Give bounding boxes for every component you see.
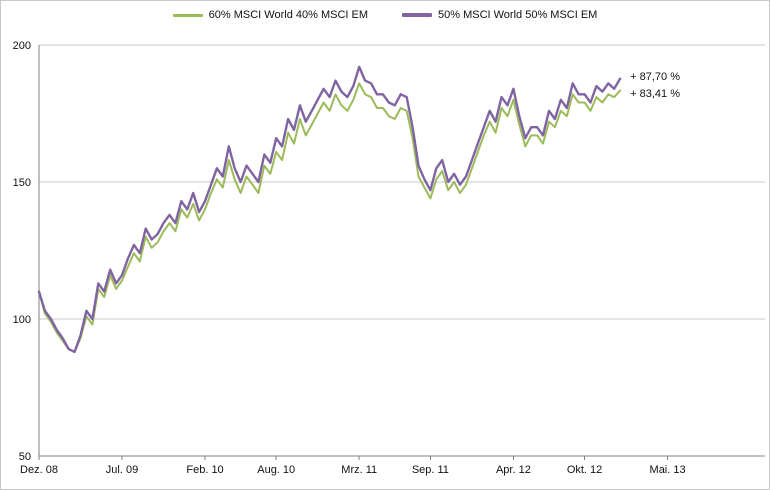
end-value-label-purple: + 87,70 %	[630, 70, 680, 83]
y-tick-label: 150	[13, 177, 31, 189]
legend-label-60-40: 60% MSCI World 40% MSCI EM	[208, 9, 368, 21]
legend-item-50-50: 50% MSCI World 50% MSCI EM	[402, 9, 597, 21]
legend-label-50-50: 50% MSCI World 50% MSCI EM	[438, 9, 598, 21]
legend-swatch-purple-icon	[402, 13, 432, 17]
x-tick-label: Sep. 11	[412, 464, 449, 476]
legend-swatch-green-icon	[172, 13, 203, 17]
series-line-green	[38, 82, 622, 353]
y-tick-label: 100	[13, 314, 31, 326]
x-tick-label: Jul. 09	[106, 464, 138, 476]
legend-item-60-40: 60% MSCI World 40% MSCI EM	[172, 9, 368, 21]
end-value-label-green: + 83,41 %	[630, 88, 680, 101]
x-tick-label: Aug. 10	[257, 464, 295, 476]
x-tick-label: Feb. 10	[186, 464, 223, 476]
y-tick-label: 50	[19, 451, 31, 463]
chart-legend: 60% MSCI World 40% MSCI EM 50% MSCI Worl…	[1, 9, 769, 21]
x-tick-label: Apr. 12	[496, 464, 531, 476]
series-line-purple	[37, 65, 622, 354]
x-tick-label: Dez. 08	[20, 464, 58, 476]
x-tick-label: Okt. 12	[567, 464, 602, 476]
x-tick-label: Mrz. 11	[341, 464, 377, 476]
y-tick-label: 200	[13, 40, 31, 52]
x-tick-label: Mai. 13	[650, 464, 686, 476]
